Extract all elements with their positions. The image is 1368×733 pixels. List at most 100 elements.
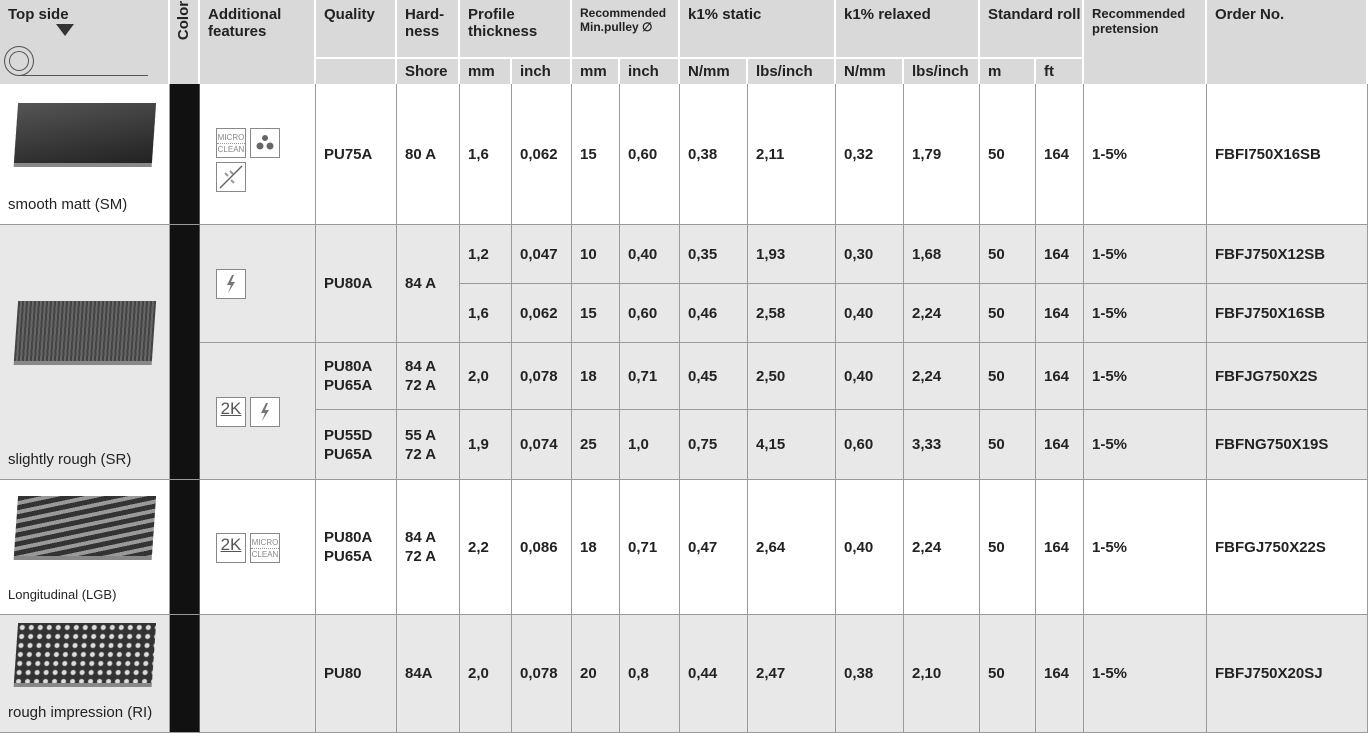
value-cell: 3,33 bbox=[904, 410, 980, 480]
hardness-text: 84 A bbox=[405, 528, 436, 547]
unit-label: ft bbox=[1036, 57, 1084, 84]
bolt bbox=[251, 398, 279, 426]
value-cell: 0,60 bbox=[620, 84, 680, 225]
quality-cell: PU80 bbox=[316, 615, 397, 733]
unit-label: m bbox=[980, 57, 1036, 84]
value-cell: 1,93 bbox=[748, 225, 836, 284]
value-cell: 15 bbox=[572, 84, 620, 225]
spec-table: Top sideColorAdditional featuresQualityH… bbox=[0, 0, 1368, 733]
quality-cell: PU80A bbox=[316, 225, 397, 343]
top-side-label: rough impression (RI) bbox=[8, 703, 152, 722]
unit-label: lbs/inch bbox=[748, 57, 836, 84]
hardness-text: 84A bbox=[405, 664, 433, 683]
value-cell: 0,35 bbox=[680, 225, 748, 284]
value-cell: 50 bbox=[980, 225, 1036, 284]
hardness-text: 72 A bbox=[405, 445, 436, 464]
profile-header: Profile thickness bbox=[460, 0, 572, 57]
value-cell: 0,062 bbox=[512, 284, 572, 343]
value-cell: 0,40 bbox=[836, 284, 904, 343]
features-cell bbox=[200, 615, 316, 733]
unit-label: mm bbox=[572, 57, 620, 84]
unit-label: inch bbox=[512, 57, 572, 84]
icon-label: MICRO bbox=[251, 537, 279, 549]
noseed bbox=[217, 163, 245, 191]
value-cell: 2,11 bbox=[748, 84, 836, 225]
value-cell: 2,2 bbox=[460, 480, 512, 615]
value-cell: 1-5% bbox=[1084, 615, 1207, 733]
hardness-text: 72 A bbox=[405, 547, 436, 566]
value-cell: 0,047 bbox=[512, 225, 572, 284]
value-cell: FBFJ750X12SB bbox=[1207, 225, 1368, 284]
value-cell: 0,60 bbox=[836, 410, 904, 480]
header-text: Recommended bbox=[580, 6, 666, 20]
value-cell: 0,074 bbox=[512, 410, 572, 480]
belt-image bbox=[14, 103, 156, 163]
value-cell: 2,24 bbox=[904, 284, 980, 343]
value-cell: 10 bbox=[572, 225, 620, 284]
value-cell: 1,79 bbox=[904, 84, 980, 225]
value-cell: 1,6 bbox=[460, 84, 512, 225]
value-cell: FBFGJ750X22S bbox=[1207, 480, 1368, 615]
hardness-text: 80 A bbox=[405, 145, 436, 164]
unit-label: lbs/inch bbox=[904, 57, 980, 84]
quality-text: PU80 bbox=[324, 664, 362, 683]
value-cell: 50 bbox=[980, 480, 1036, 615]
quality-cell: PU75A bbox=[316, 84, 397, 225]
top-side-label: smooth matt (SM) bbox=[8, 195, 127, 214]
icon-label: CLEAN bbox=[217, 144, 245, 155]
features-header: Additional features bbox=[200, 0, 316, 84]
header-text: Top side bbox=[8, 6, 69, 23]
hardness-header: Hard-ness bbox=[397, 0, 460, 57]
unit-label: N/mm bbox=[836, 57, 904, 84]
value-cell: 0,45 bbox=[680, 343, 748, 410]
value-cell: 0,078 bbox=[512, 343, 572, 410]
value-cell: 0,32 bbox=[836, 84, 904, 225]
value-cell: 1-5% bbox=[1084, 225, 1207, 284]
twok-icon: 2K bbox=[216, 533, 246, 563]
value-cell: FBFJ750X16SB bbox=[1207, 284, 1368, 343]
value-cell: 2,47 bbox=[748, 615, 836, 733]
top-side-cell: smooth matt (SM) bbox=[0, 84, 170, 225]
hardness-text: 84 A bbox=[405, 274, 436, 293]
roll-icon bbox=[4, 46, 34, 76]
quality-text: PU55D bbox=[324, 426, 372, 445]
k1-static-header: k1% static bbox=[680, 0, 836, 57]
value-cell: 0,46 bbox=[680, 284, 748, 343]
unit-label: N/mm bbox=[680, 57, 748, 84]
drops bbox=[251, 129, 279, 157]
belt-image bbox=[14, 301, 156, 361]
value-cell: 164 bbox=[1036, 615, 1084, 733]
value-cell: 0,40 bbox=[620, 225, 680, 284]
quality-text: PU80A bbox=[324, 274, 372, 293]
value-cell: 1-5% bbox=[1084, 284, 1207, 343]
value-cell: 0,062 bbox=[512, 84, 572, 225]
value-cell: 50 bbox=[980, 284, 1036, 343]
value-cell: 18 bbox=[572, 480, 620, 615]
value-cell: 25 bbox=[572, 410, 620, 480]
value-cell: 18 bbox=[572, 343, 620, 410]
value-cell: 50 bbox=[980, 615, 1036, 733]
hardness-text: 72 A bbox=[405, 376, 436, 395]
top-side-cell: slightly rough (SR) bbox=[0, 225, 170, 480]
top-side-header: Top side bbox=[0, 0, 170, 84]
unit-label: inch bbox=[620, 57, 680, 84]
value-cell: 2,0 bbox=[460, 343, 512, 410]
unit-empty bbox=[316, 57, 397, 84]
value-cell: 1-5% bbox=[1084, 410, 1207, 480]
value-cell: 1,68 bbox=[904, 225, 980, 284]
hardness-cell: 84 A bbox=[397, 225, 460, 343]
icon-label: 2K bbox=[217, 534, 245, 556]
value-cell: 1,0 bbox=[620, 410, 680, 480]
value-cell: 2,58 bbox=[748, 284, 836, 343]
roll-line bbox=[18, 75, 148, 76]
color-header: Color bbox=[170, 0, 200, 84]
quality-text: PU65A bbox=[324, 547, 372, 566]
value-cell: 0,8 bbox=[620, 615, 680, 733]
value-cell: 0,40 bbox=[836, 343, 904, 410]
value-cell: 0,60 bbox=[620, 284, 680, 343]
